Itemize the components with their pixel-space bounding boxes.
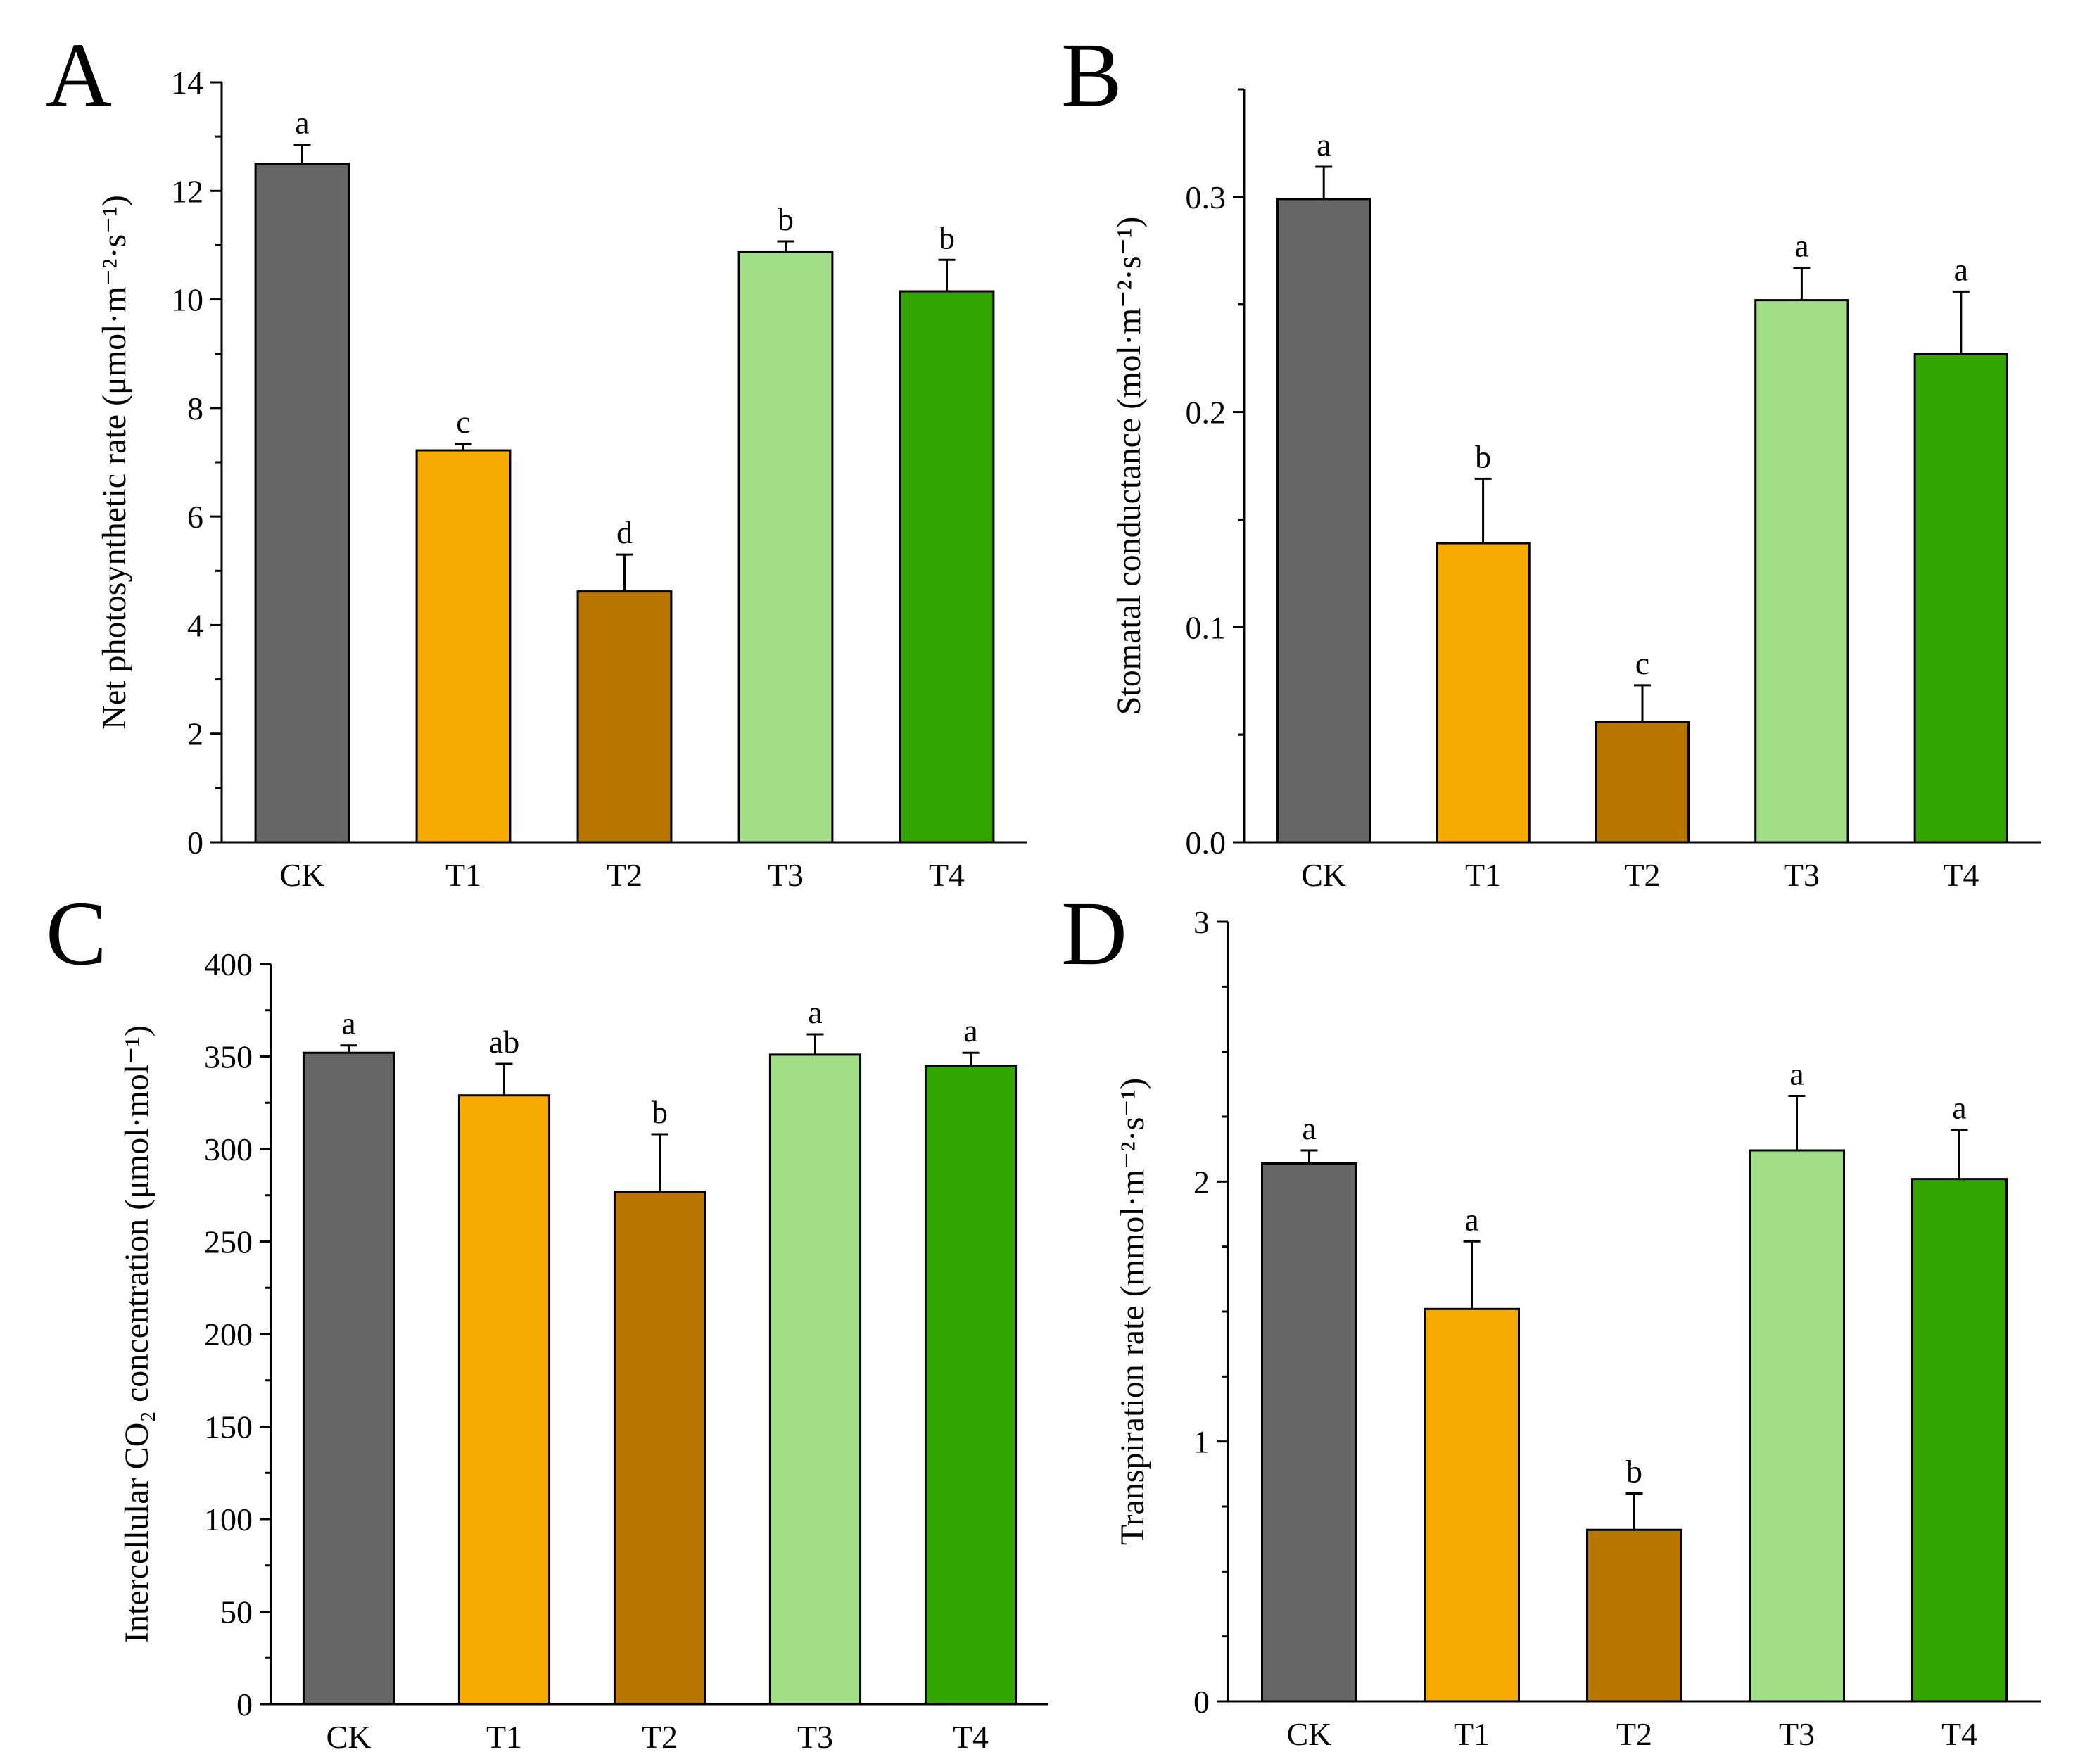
y-tick-label: 8 [187, 391, 203, 426]
significance-label: a [1954, 251, 1968, 287]
x-tick-label: T3 [797, 1719, 833, 1755]
significance-label: a [1789, 1055, 1804, 1091]
panel-C: C 0 50 100 150 200 250 300 350 400 a CK ab T1 b T2 a T3 a T… [46, 883, 1048, 1755]
bar-CK [254, 163, 350, 844]
bar-T2 [576, 590, 673, 844]
significance-label: a [808, 994, 822, 1030]
bar-T3 [768, 1053, 862, 1706]
panel-letter: A [46, 25, 112, 126]
bar-T1 [1424, 1307, 1520, 1703]
bar-T2 [1595, 721, 1690, 844]
x-tick-label: T3 [768, 857, 804, 893]
y-tick-label: 0.0 [1186, 825, 1227, 861]
significance-label: b [939, 220, 955, 255]
x-tick-label: T2 [642, 1719, 678, 1755]
y-tick-label: 1 [1193, 1424, 1210, 1460]
bar-CK [1261, 1162, 1357, 1703]
y-tick-label: 3 [1193, 904, 1210, 940]
significance-label: b [652, 1094, 668, 1130]
bar-T4 [1911, 1178, 2008, 1703]
bar-T2 [1586, 1528, 1682, 1703]
panel-letter: D [1061, 883, 1127, 984]
y-axis-label: Stomatal conductance (mol·m⁻²·s⁻¹) [1110, 217, 1148, 716]
bar-T4 [1913, 353, 2008, 844]
y-tick-label: 0.2 [1186, 395, 1227, 431]
y-tick-label: 12 [171, 173, 203, 209]
significance-label: a [1464, 1201, 1478, 1237]
x-tick-label: CK [1301, 857, 1346, 893]
x-tick-label: T3 [1784, 857, 1820, 893]
significance-label: b [1626, 1454, 1642, 1490]
x-tick-label: T4 [1941, 1716, 1977, 1752]
panel-D: D 0 1 2 3 a CK a T1 b T2 a T3 a T4 Transpiration rate (… [1061, 883, 2041, 1752]
y-tick-label: 200 [204, 1316, 253, 1352]
y-tick-label: 14 [171, 65, 203, 101]
significance-label: a [1302, 1110, 1316, 1146]
panel-B: B 0.0 0.1 0.2 0.3 a CK b T1 c T2 a T3 a T4 Stomatal con… [1061, 25, 2041, 893]
significance-label: b [778, 201, 794, 237]
x-tick-label: CK [280, 857, 325, 893]
bar-T3 [1754, 299, 1849, 844]
x-tick-label: CK [1287, 1716, 1332, 1752]
significance-label: d [616, 514, 633, 550]
bar-T1 [415, 449, 512, 844]
x-tick-label: T2 [1616, 1716, 1652, 1752]
x-tick-label: T2 [1624, 857, 1660, 893]
y-tick-label: 350 [204, 1039, 253, 1075]
bar-T4 [899, 290, 995, 844]
y-tick-label: 0.3 [1186, 179, 1227, 215]
y-tick-label: 400 [204, 946, 253, 982]
y-tick-label: 0 [1193, 1684, 1210, 1720]
x-tick-label: T4 [953, 1719, 989, 1755]
y-tick-label: 2 [1193, 1164, 1210, 1200]
significance-label: ab [489, 1024, 519, 1060]
x-tick-label: T4 [929, 857, 965, 893]
y-tick-label: 0 [236, 1687, 253, 1722]
x-tick-label: T4 [1943, 857, 1979, 893]
y-tick-label: 4 [187, 607, 203, 643]
bar-T3 [737, 250, 834, 844]
significance-label: a [341, 1005, 355, 1041]
y-axis-label: Net photosynthetic rate (μmol·m⁻²·s⁻¹) [96, 195, 133, 730]
y-tick-label: 250 [204, 1224, 253, 1260]
y-axis-label: Transpiration rate (mmol·m⁻²·s⁻¹) [1114, 1078, 1151, 1545]
y-axis-label: Intercellular CO₂ concentration (μmol·mo… [118, 1025, 156, 1643]
x-tick-label: T2 [607, 857, 642, 893]
y-tick-label: 100 [204, 1502, 253, 1537]
y-tick-label: 10 [171, 282, 203, 318]
x-tick-label: T1 [486, 1719, 522, 1755]
y-tick-label: 2 [187, 716, 203, 752]
panel-letter: C [46, 883, 107, 984]
panel-letter: B [1061, 25, 1122, 126]
significance-label: a [963, 1013, 977, 1048]
x-tick-label: T1 [1454, 1716, 1490, 1752]
y-tick-label: 300 [204, 1131, 253, 1167]
significance-label: a [1317, 127, 1331, 163]
bar-T2 [613, 1190, 706, 1706]
significance-label: c [1635, 645, 1649, 681]
y-tick-label: 6 [187, 499, 203, 535]
panel-A: A 0 2 4 6 8 10 12 14 a CK c T1 d T2 b T3 b T4 Net photosynt… [46, 25, 1027, 893]
bar-CK [302, 1051, 395, 1706]
significance-label: a [1794, 228, 1808, 264]
y-tick-label: 0.1 [1186, 609, 1227, 645]
significance-label: b [1475, 438, 1491, 474]
y-tick-label: 50 [220, 1594, 253, 1630]
x-tick-label: T3 [1779, 1716, 1815, 1752]
x-tick-label: CK [327, 1719, 372, 1755]
significance-label: a [1952, 1089, 1966, 1125]
bar-CK [1276, 198, 1371, 844]
y-tick-label: 0 [187, 825, 203, 861]
x-tick-label: T1 [445, 857, 481, 893]
x-tick-label: T1 [1465, 857, 1501, 893]
significance-label: a [295, 105, 309, 141]
significance-label: c [456, 404, 470, 440]
bar-T1 [1436, 542, 1531, 844]
bar-T4 [924, 1065, 1018, 1706]
bar-T1 [457, 1094, 551, 1706]
bar-T3 [1749, 1149, 1845, 1703]
y-tick-label: 150 [204, 1409, 253, 1445]
